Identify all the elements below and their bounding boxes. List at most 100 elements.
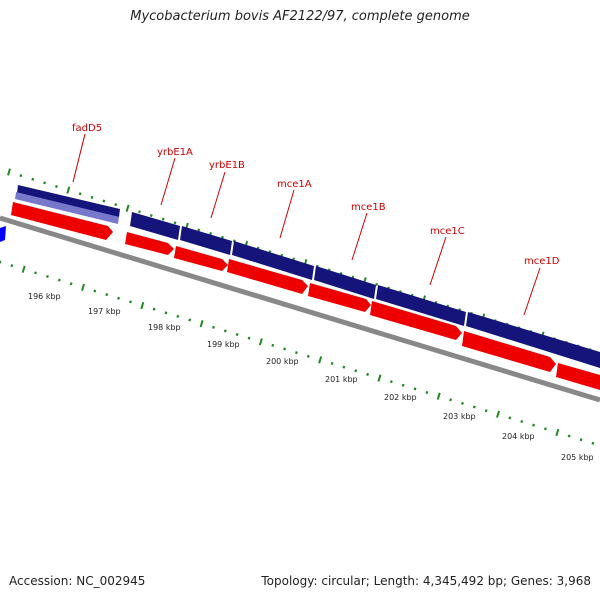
minor-tick — [567, 434, 571, 438]
gene-label-mce1B: mce1B — [351, 202, 386, 213]
minor-tick — [138, 210, 141, 214]
minor-tick — [46, 274, 49, 279]
minor-tick — [532, 423, 536, 427]
minor-tick — [484, 409, 488, 413]
minor-tick — [209, 232, 213, 236]
gene-label-mce1C: mce1C — [430, 226, 465, 237]
minor-tick — [102, 199, 106, 203]
minor-tick — [117, 296, 120, 300]
minor-tick — [34, 271, 37, 275]
major-tick — [436, 392, 441, 400]
gene-label-yrbE1A: yrbE1A — [157, 147, 193, 158]
cds-forward-yrbE1A[interactable] — [130, 212, 180, 240]
cds-reverse-4[interactable] — [227, 259, 308, 294]
minor-tick — [579, 438, 583, 442]
scale-label-200: 200 kbp — [266, 357, 299, 366]
minor-tick — [306, 354, 310, 358]
minor-tick — [105, 293, 109, 297]
scale-label-204: 204 kbp — [502, 432, 535, 441]
minor-tick — [591, 441, 595, 445]
minor-tick — [78, 192, 82, 196]
major-tick — [258, 338, 263, 346]
cds-forward-fadD5-light[interactable] — [15, 192, 119, 224]
minor-tick — [212, 325, 215, 329]
minor-tick — [330, 361, 334, 366]
cds-reverse-8[interactable] — [556, 363, 600, 390]
major-tick — [21, 265, 26, 273]
gene-label-mce1A: mce1A — [277, 179, 312, 190]
minor-tick — [173, 221, 177, 225]
cds-forward-mce1C[interactable] — [376, 285, 466, 326]
minor-tick — [176, 314, 180, 318]
major-tick — [125, 204, 130, 212]
pointer-mce1C — [429, 236, 447, 286]
minor-tick — [508, 416, 512, 420]
gene-label-pointers — [72, 133, 541, 316]
cds-forward-yrbE1B[interactable] — [180, 226, 232, 255]
scale-label-196: 196 kbp — [28, 292, 61, 301]
pointer-fadD5 — [72, 133, 86, 183]
map-title: Mycobacterium bovis AF2122/97, complete … — [130, 9, 470, 24]
scale-label-202: 202 kbp — [384, 393, 417, 402]
major-tick — [140, 301, 145, 310]
minor-tick — [223, 329, 227, 333]
accession-text: Accession: NC_002945 — [9, 574, 146, 588]
minor-tick — [472, 405, 476, 409]
cds-reverse-7[interactable] — [462, 331, 556, 372]
genome-summary-text: Topology: circular; Length: 4,345,492 bp… — [261, 574, 591, 588]
gene-label-mce1D: mce1D — [524, 256, 560, 267]
edge-blue-feature — [0, 226, 6, 242]
minor-tick — [235, 332, 239, 337]
scale-label-203: 203 kbp — [443, 412, 476, 421]
minor-tick — [389, 380, 393, 384]
cds-forward-mce1A[interactable] — [232, 241, 314, 280]
gene-label-yrbE1B: yrbE1B — [209, 160, 245, 171]
pointer-mce1D — [523, 267, 541, 316]
minor-tick — [366, 372, 370, 376]
pointer-yrbE1B — [210, 171, 226, 219]
minor-tick — [247, 336, 251, 340]
pointer-mce1A — [279, 189, 295, 239]
cds-reverse-3[interactable] — [174, 246, 228, 271]
minor-tick — [93, 289, 97, 293]
minor-tick — [375, 282, 379, 286]
minor-tick — [271, 343, 275, 347]
minor-tick — [55, 184, 58, 189]
backbone-line — [0, 215, 600, 403]
major-tick — [318, 356, 323, 364]
minor-tick — [354, 369, 358, 373]
major-tick — [496, 410, 501, 418]
cds-reverse-5[interactable] — [308, 283, 371, 312]
pointer-yrbE1A — [160, 157, 176, 206]
minor-tick — [114, 203, 118, 207]
minor-tick — [57, 278, 61, 282]
minor-tick — [425, 390, 429, 395]
minor-tick — [449, 398, 453, 402]
cds-reverse-2[interactable] — [125, 232, 174, 255]
minor-tick — [164, 311, 168, 315]
minor-tick — [188, 318, 192, 322]
gene-label-fadD5: fadD5 — [72, 123, 102, 134]
minor-tick — [90, 195, 94, 199]
minor-tick — [31, 177, 35, 181]
scale-label-199: 199 kbp — [207, 340, 240, 349]
minor-tick — [161, 217, 165, 221]
major-tick — [7, 168, 11, 176]
cds-reverse-6[interactable] — [370, 301, 462, 340]
minor-tick — [283, 347, 287, 351]
cds-forward-mce1B[interactable] — [314, 266, 376, 299]
minor-tick — [413, 387, 417, 391]
major-tick — [377, 374, 382, 382]
scale-label-201: 201 kbp — [325, 375, 358, 384]
minor-tick — [19, 174, 23, 178]
minor-tick — [520, 419, 524, 424]
cds-forward-fadD5[interactable] — [17, 185, 120, 217]
scale-label-205: 205 kbp — [561, 453, 594, 462]
cds-reverse-1[interactable] — [11, 202, 113, 240]
cds-forward-mce1D[interactable] — [466, 312, 600, 368]
minor-tick — [544, 427, 547, 431]
minor-tick — [342, 365, 346, 369]
minor-tick — [10, 264, 14, 268]
pointer-mce1B — [351, 212, 368, 261]
minor-tick — [461, 401, 464, 405]
